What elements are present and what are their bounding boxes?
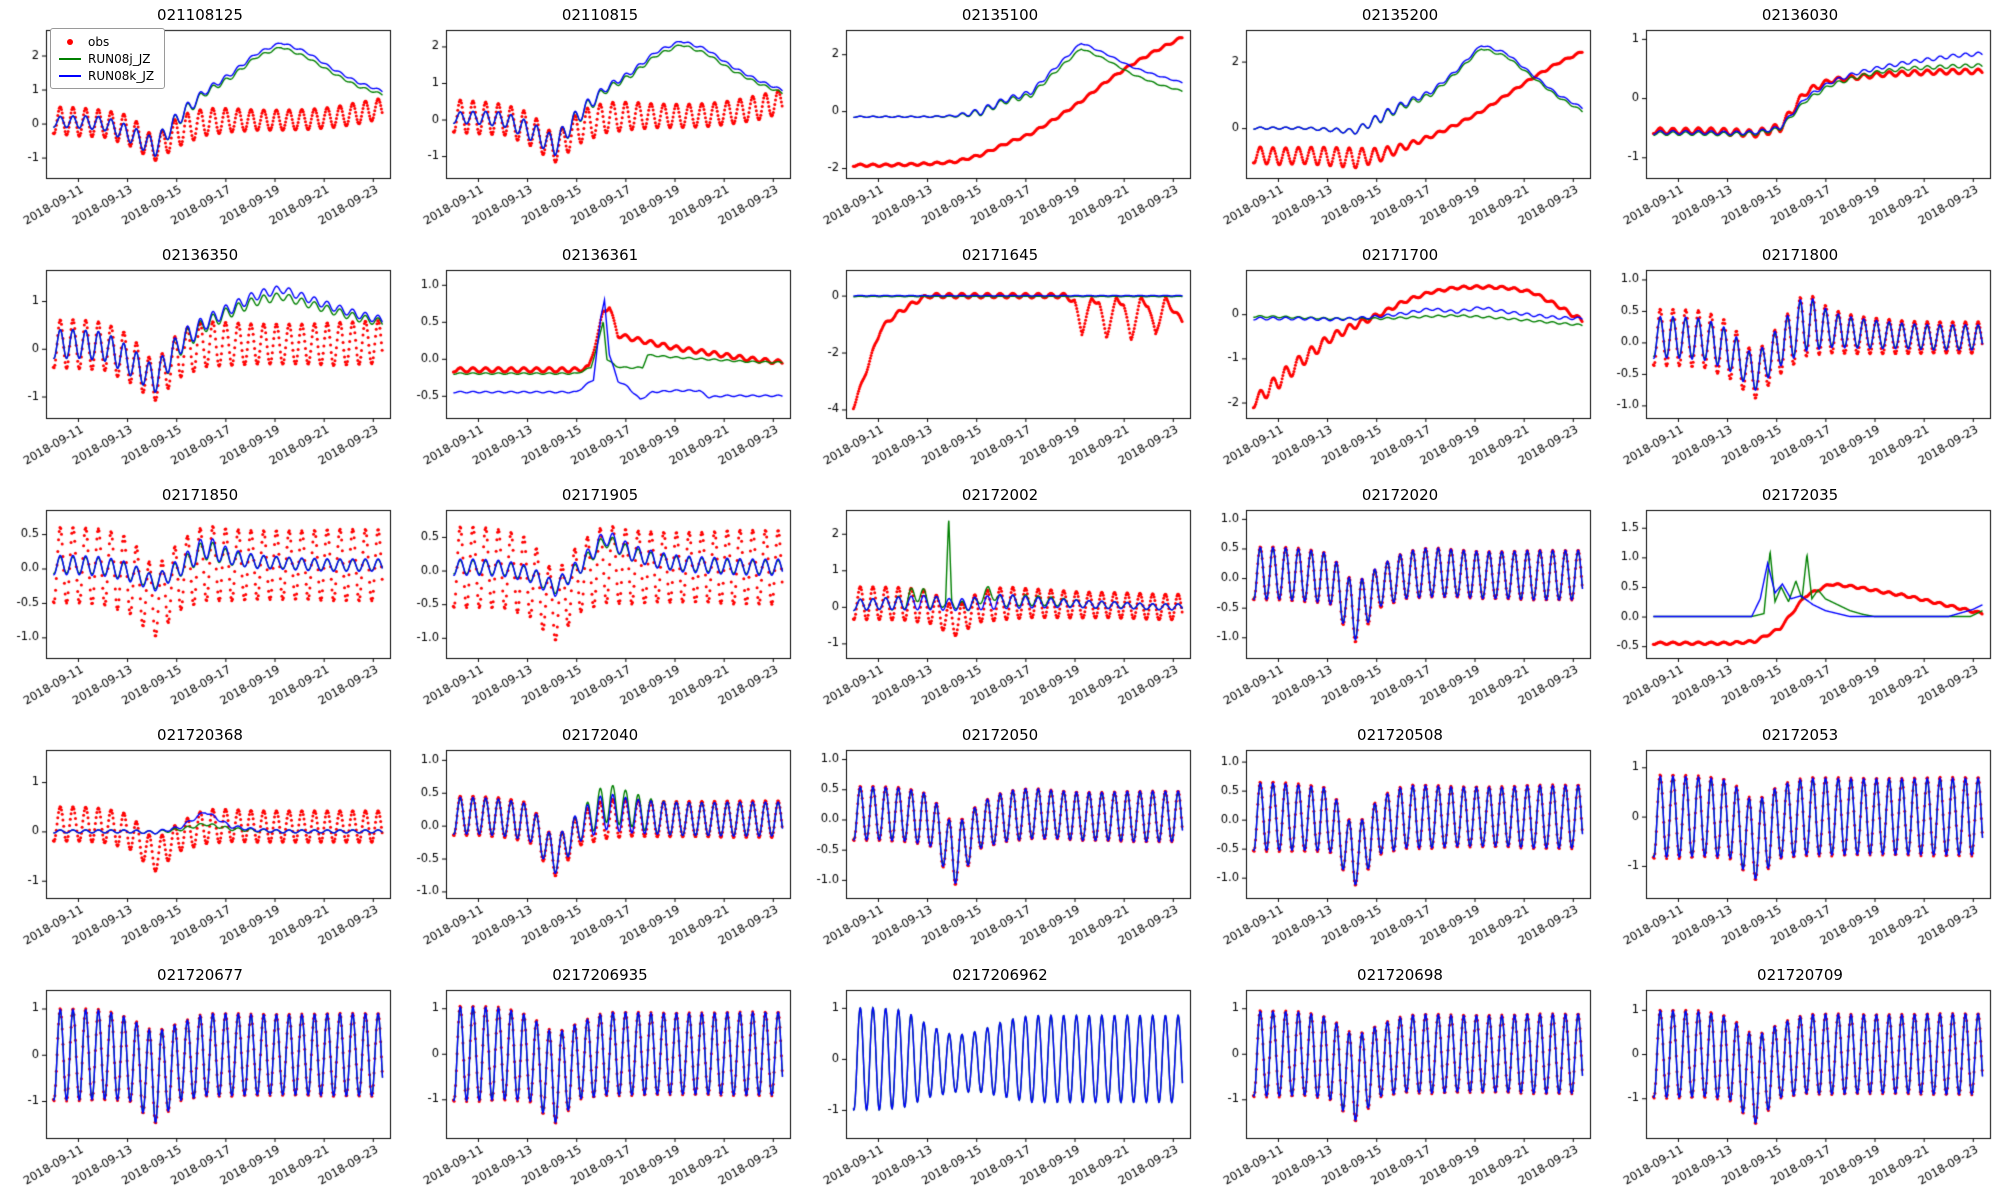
plot-canvas — [1200, 984, 1600, 1200]
subplot-021720709: 021720709 — [1600, 960, 2000, 1200]
subplot-02171700: 02171700 — [1200, 240, 1600, 480]
subplot-title: 02172002 — [961, 486, 1039, 504]
subplot-02171800: 02171800 — [1600, 240, 2000, 480]
legend-label: RUN08k_JZ — [88, 68, 155, 83]
run08k-jz-line-icon — [58, 74, 82, 77]
subplot-title: 02136361 — [561, 246, 639, 264]
subplot-02172050: 02172050 — [800, 720, 1200, 960]
plot-canvas — [800, 264, 1200, 480]
subplot-title: 021720698 — [1357, 966, 1443, 984]
subplot-02172020: 02172020 — [1200, 480, 1600, 720]
legend-label: obs — [88, 34, 110, 49]
subplot-title: 02110815 — [561, 6, 639, 24]
obs-dot-icon — [58, 38, 82, 45]
subplot-02135200: 02135200 — [1200, 0, 1600, 240]
subplot-title: 02171645 — [961, 246, 1039, 264]
subplot-02172035: 02172035 — [1600, 480, 2000, 720]
subplot-021720698: 021720698 — [1200, 960, 1600, 1200]
legend-label: RUN08j_JZ — [88, 51, 151, 66]
legend-marker — [59, 74, 81, 77]
subplot-title: 021720508 — [1357, 726, 1443, 744]
subplot-02172040: 02172040 — [400, 720, 800, 960]
plot-canvas — [0, 264, 400, 480]
subplot-title: 0217206935 — [552, 966, 648, 984]
plot-canvas — [1200, 24, 1600, 240]
plot-canvas — [800, 504, 1200, 720]
legend-entry: RUN08j_JZ — [58, 50, 154, 67]
plot-canvas — [0, 744, 400, 960]
plot-canvas — [800, 744, 1200, 960]
subplot-title: 02172035 — [1761, 486, 1839, 504]
subplot-title: 021720709 — [1757, 966, 1843, 984]
subplot-title: 02171905 — [561, 486, 639, 504]
subplot-title: 0217206962 — [952, 966, 1048, 984]
subplot-title: 02136350 — [161, 246, 239, 264]
subplot-0217206935: 0217206935 — [400, 960, 800, 1200]
subplot-title: 02135200 — [1361, 6, 1439, 24]
subplot-02172053: 02172053 — [1600, 720, 2000, 960]
subplot-title: 02135100 — [961, 6, 1039, 24]
subplot-title: 02172050 — [961, 726, 1039, 744]
subplot-02172002: 02172002 — [800, 480, 1200, 720]
plot-canvas — [1600, 984, 2000, 1200]
subplot-02171645: 02171645 — [800, 240, 1200, 480]
plot-canvas — [1200, 504, 1600, 720]
legend: obs RUN08j_JZ RUN08k_JZ — [50, 28, 166, 89]
subplot-02136350: 02136350 — [0, 240, 400, 480]
plot-canvas — [0, 504, 400, 720]
subplot-02136361: 02136361 — [400, 240, 800, 480]
subplot-title: 02172040 — [561, 726, 639, 744]
subplot-title: 02136030 — [1761, 6, 1839, 24]
plot-canvas — [1600, 744, 2000, 960]
legend-marker — [67, 38, 73, 45]
subplot-02136030: 02136030 — [1600, 0, 2000, 240]
plot-canvas — [400, 504, 800, 720]
plot-canvas — [800, 984, 1200, 1200]
plot-canvas — [400, 984, 800, 1200]
legend-entry: obs — [58, 33, 154, 50]
plot-canvas — [1200, 744, 1600, 960]
legend-marker — [59, 57, 81, 60]
subplot-021720677: 021720677 — [0, 960, 400, 1200]
plot-canvas — [800, 24, 1200, 240]
subplot-021720368: 021720368 — [0, 720, 400, 960]
plot-canvas — [400, 264, 800, 480]
plot-canvas — [1600, 504, 2000, 720]
subplot-title: 02172053 — [1761, 726, 1839, 744]
subplot-021720508: 021720508 — [1200, 720, 1600, 960]
subplot-02171850: 02171850 — [0, 480, 400, 720]
subplot-02171905: 02171905 — [400, 480, 800, 720]
subplot-title: 02171850 — [161, 486, 239, 504]
subplot-02110815: 02110815 — [400, 0, 800, 240]
legend-entry: RUN08k_JZ — [58, 67, 154, 84]
subplot-title: 02172020 — [1361, 486, 1439, 504]
plot-canvas — [1200, 264, 1600, 480]
subplot-02135100: 02135100 — [800, 0, 1200, 240]
subplot-title: 021720368 — [157, 726, 243, 744]
subplot-title: 021108125 — [157, 6, 243, 24]
run08j-jz-line-icon — [58, 57, 82, 60]
plot-canvas — [400, 24, 800, 240]
plot-canvas — [0, 984, 400, 1200]
subplot-title: 02171700 — [1361, 246, 1439, 264]
plot-canvas — [1600, 24, 2000, 240]
subplot-0217206962: 0217206962 — [800, 960, 1200, 1200]
subplot-title: 02171800 — [1761, 246, 1839, 264]
plot-canvas — [400, 744, 800, 960]
plot-canvas — [1600, 264, 2000, 480]
subplot-021108125: 021108125 obs RUN08j_JZ RUN08k_JZ — [0, 0, 400, 240]
subplot-title: 021720677 — [157, 966, 243, 984]
